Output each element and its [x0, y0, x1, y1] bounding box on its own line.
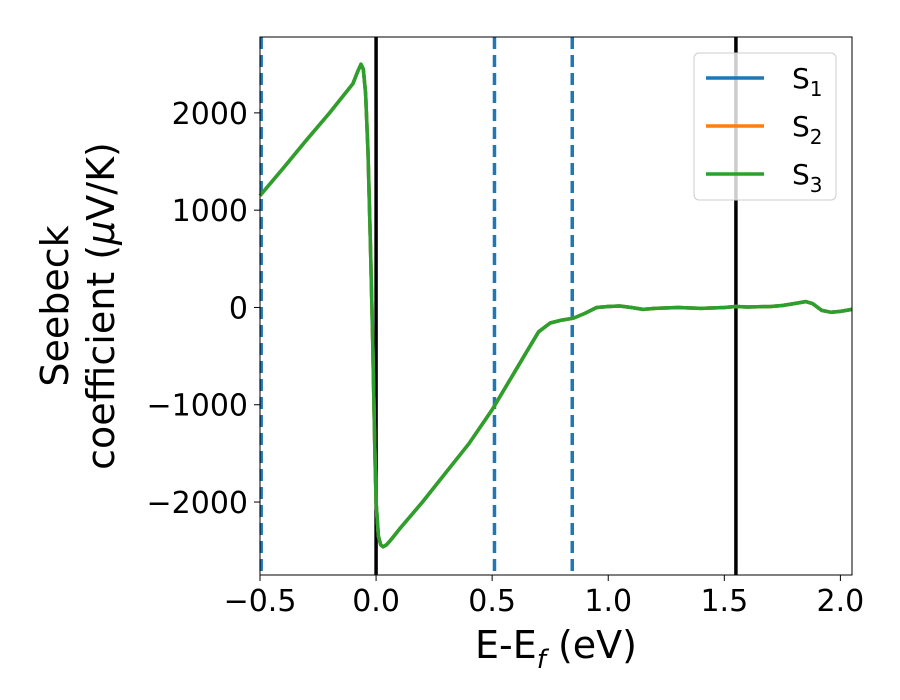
y-axis-ticks: −2000 −1000 0 1000 2000	[147, 97, 260, 521]
legend: S1 S2 S3	[693, 52, 837, 201]
y-axis-title: Seebeck coefficient (μV/K)	[33, 142, 123, 470]
x-tick-label: 2.0	[817, 584, 865, 619]
y-axis-title-line1: Seebeck	[33, 225, 77, 386]
series-lines	[258, 62, 853, 549]
legend-label-1: S1	[792, 62, 823, 101]
y-tick-label: −2000	[147, 486, 248, 521]
legend-label-3: S3	[792, 158, 823, 197]
y-tick-label: 2000	[172, 97, 248, 132]
legend-label-2: S2	[792, 110, 823, 149]
series-line-3	[258, 62, 853, 549]
y-tick-label: 1000	[172, 194, 248, 229]
x-tick-label: 0.5	[468, 584, 516, 619]
y-axis-title-line2: coefficient (μV/K)	[79, 142, 123, 470]
reference-lines	[259, 37, 738, 575]
x-tick-label: 1.5	[700, 584, 748, 619]
x-tick-label: −0.5	[224, 584, 297, 619]
y-tick-label: 0	[229, 291, 248, 326]
y-tick-label: −1000	[147, 389, 248, 424]
x-axis-title: E-Ef (eV)	[475, 623, 637, 675]
x-axis-ticks: −0.5 0.0 0.5 1.0 1.5 2.0	[224, 575, 865, 619]
plot-frame	[259, 36, 853, 576]
x-tick-label: 1.0	[584, 584, 632, 619]
legend-box	[693, 52, 837, 201]
x-tick-label: 0.0	[352, 584, 400, 619]
